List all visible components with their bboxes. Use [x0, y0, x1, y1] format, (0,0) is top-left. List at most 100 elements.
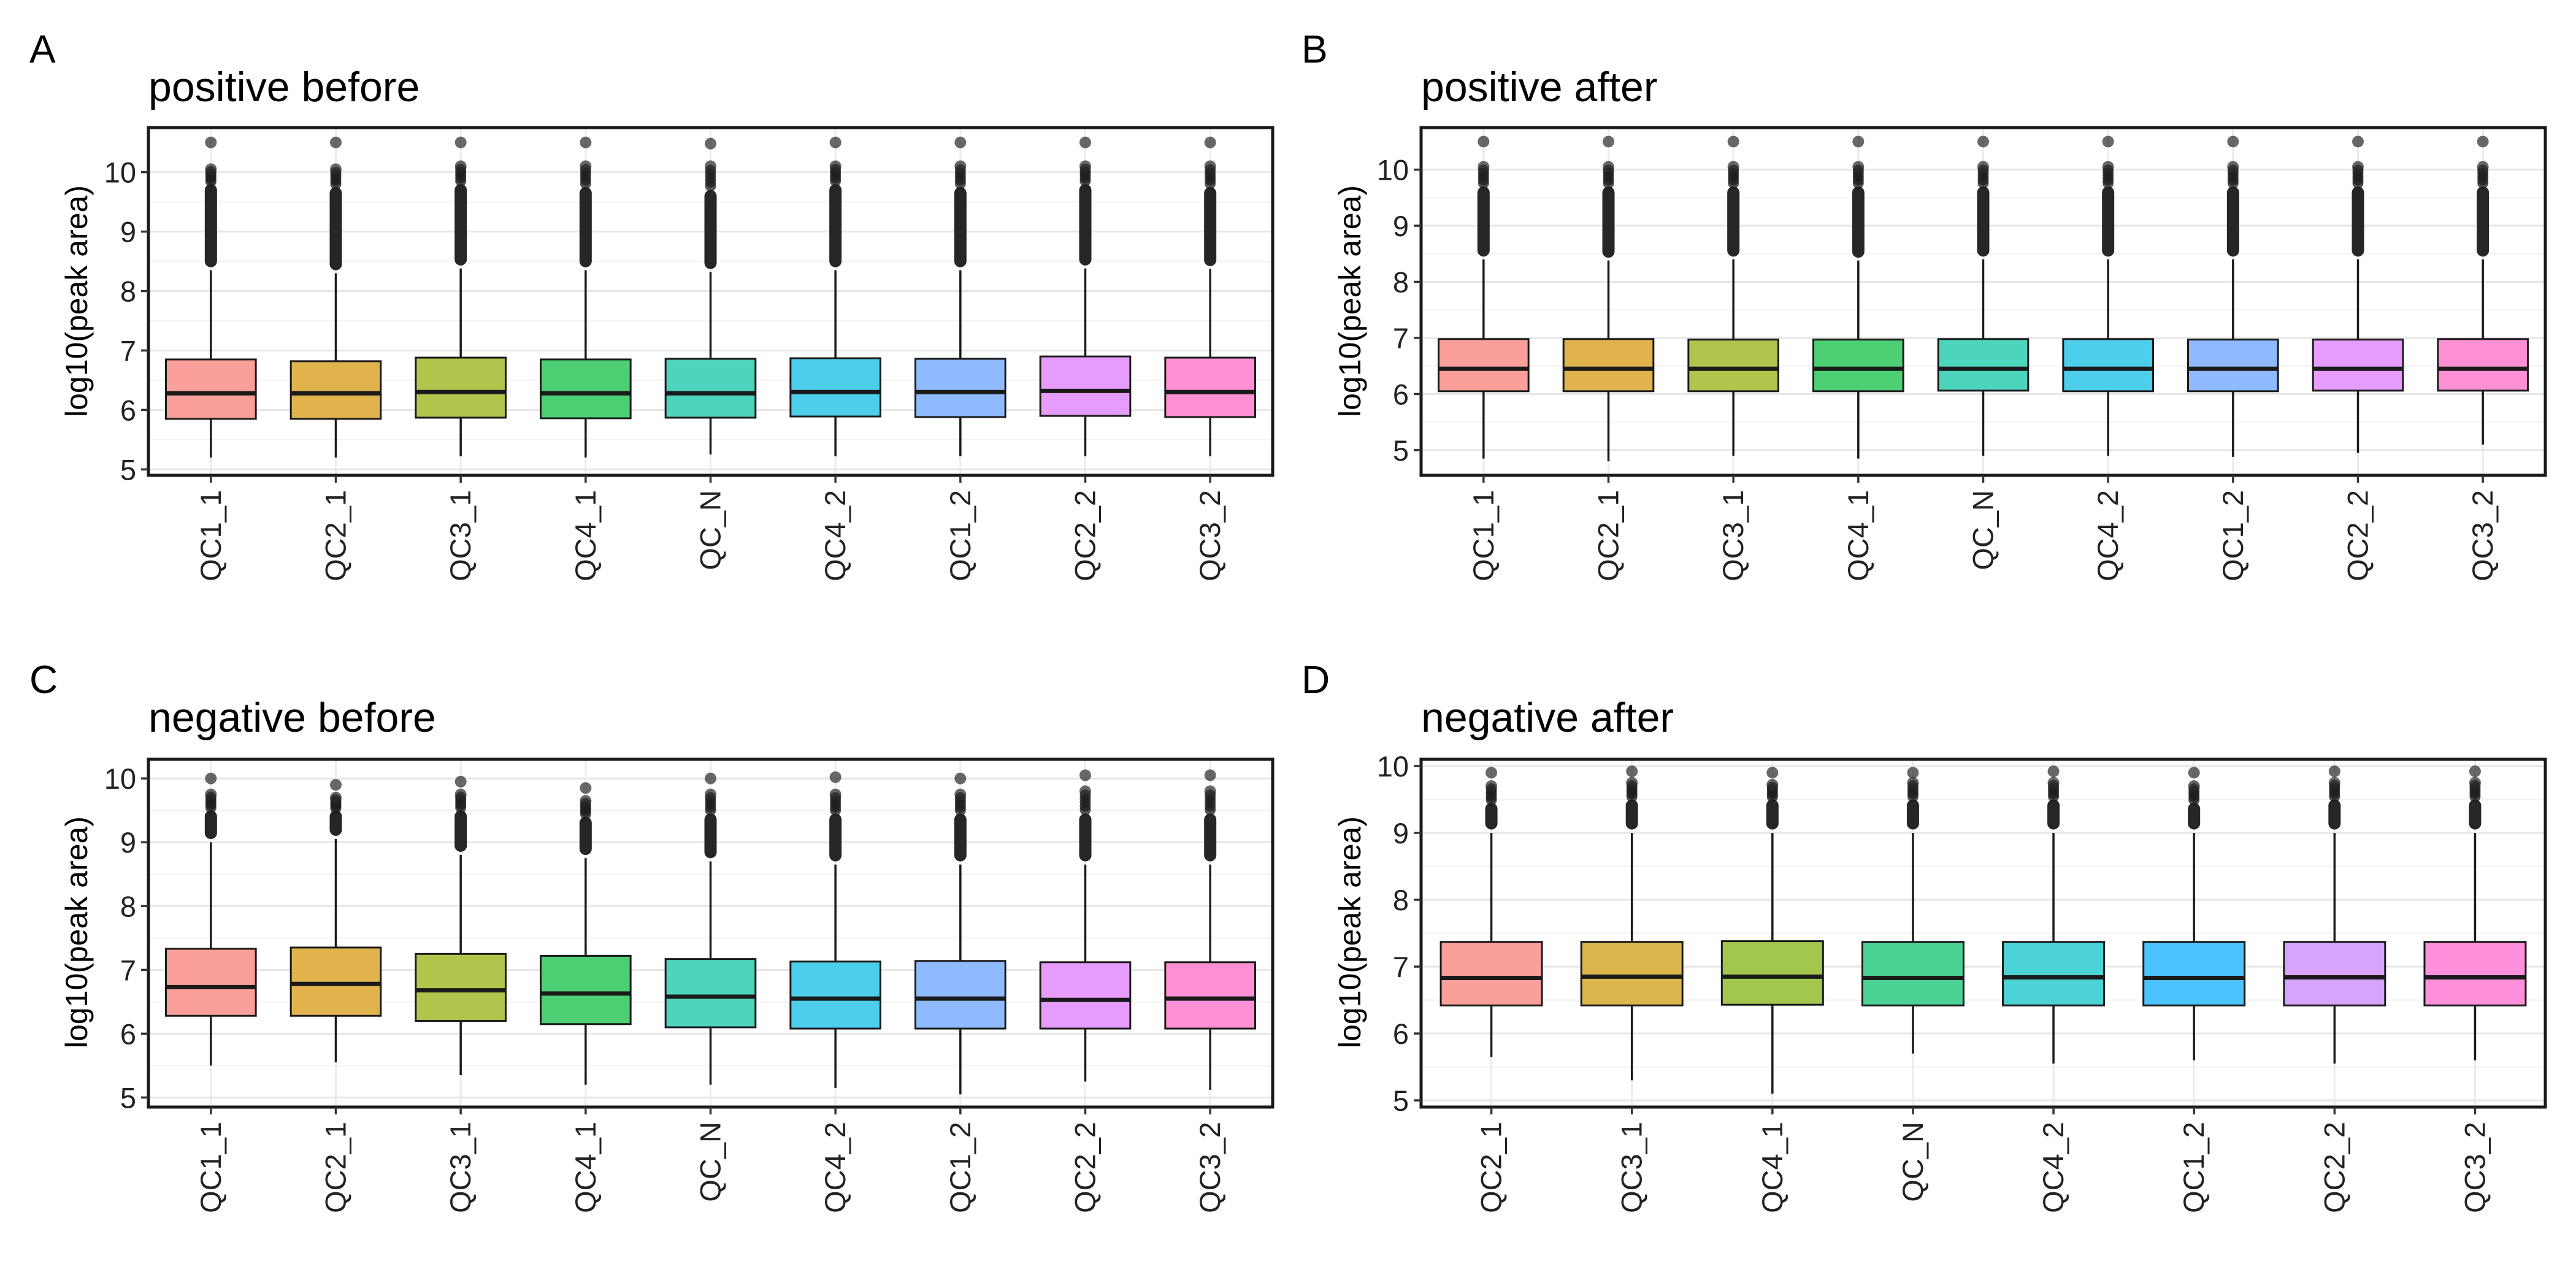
box-QC4_1 [1812, 136, 1904, 459]
outlier-band [2469, 799, 2482, 830]
x-tick-label: QC4_2 [819, 1122, 851, 1213]
outlier-band [2352, 186, 2364, 257]
box-body [1164, 961, 1256, 1030]
outlier-band [829, 184, 842, 267]
outlier-band [1485, 802, 1498, 830]
outlier-point [205, 136, 217, 148]
outlier-point [2188, 767, 2200, 779]
outlier-point [1977, 136, 1989, 148]
box-body [1562, 338, 1655, 393]
x-tick-label: QC4_1 [1842, 490, 1874, 581]
box-body [2142, 941, 2246, 1006]
box-QC_N [664, 772, 757, 1085]
box-body [2002, 941, 2106, 1006]
outlier-point [2469, 765, 2481, 778]
outlier-point [1079, 160, 1091, 172]
x-tick-label: QC4_2 [2091, 490, 2124, 581]
outlier-band [1204, 813, 1217, 862]
box-body [664, 358, 757, 419]
x-tick-label: QC2_1 [320, 490, 352, 581]
outlier-point [454, 788, 467, 800]
outlier-point [580, 136, 592, 148]
box-QC1_1 [165, 136, 257, 458]
box-QC_N [1937, 136, 2030, 456]
x-tick-label: QC_N [694, 1122, 727, 1202]
outlier-point [2352, 161, 2364, 173]
outlier-point [330, 779, 342, 791]
y-tick-label: 7 [1393, 322, 1409, 355]
y-axis-label: log10(peak area) [59, 816, 94, 1048]
box-QC4_2 [2002, 765, 2106, 1064]
y-axis-label: log10(peak area) [1333, 816, 1367, 1048]
outlier-point [705, 788, 716, 800]
box-QC_N [664, 137, 757, 455]
outlier-point [1977, 161, 1989, 173]
panel-border [1419, 757, 2547, 1109]
outlier-band [2226, 186, 2239, 257]
x-tick-label: QC4_2 [2037, 1122, 2069, 1213]
outlier-point [705, 772, 716, 784]
outlier-band [1977, 186, 1990, 257]
outlier-point [1626, 776, 1638, 789]
y-tick-label: 5 [1393, 434, 1409, 467]
x-tick-label: QC1_1 [194, 490, 227, 581]
box-QC2_2 [1039, 769, 1132, 1082]
outlier-band [954, 186, 967, 267]
x-tick-label: QC2_2 [1069, 1122, 1102, 1213]
outlier-point [1626, 765, 1638, 778]
panel-label: B [1301, 27, 1328, 71]
outlier-point [829, 771, 841, 783]
box-QC1_2 [914, 772, 1006, 1095]
box-body [2423, 941, 2527, 1006]
x-tick-label: QC1_2 [944, 490, 976, 581]
outlier-band [329, 810, 342, 836]
x-tick-label: QC4_1 [569, 1122, 602, 1213]
x-tick-label: QC4_2 [819, 490, 851, 581]
outlier-band [579, 816, 592, 856]
box-QC4_1 [540, 782, 632, 1085]
y-tick-label: 5 [1393, 1084, 1409, 1117]
outlier-point [1485, 780, 1498, 792]
box-body [415, 953, 507, 1022]
box-body [1580, 941, 1684, 1006]
outlier-point [829, 788, 841, 800]
box-QC1_1 [1438, 136, 1530, 459]
y-tick-label: 5 [120, 453, 136, 486]
outlier-point [1603, 161, 1614, 173]
box-body [914, 960, 1006, 1030]
panel-c: C negative before log10(peak area) 5 6 7 8 9… [29, 657, 1275, 1213]
chart-title: negative before [148, 694, 436, 741]
x-tick-label: QC1_2 [2217, 490, 2249, 581]
outlier-point [1079, 769, 1091, 781]
outlier-point [2469, 776, 2481, 789]
outlier-band [2477, 186, 2490, 257]
outlier-band [1477, 186, 1490, 257]
outlier-point [954, 160, 967, 172]
box-body [789, 357, 881, 418]
y-axis-label: log10(peak area) [1333, 185, 1367, 417]
y-tick-label: 7 [1393, 951, 1409, 983]
outlier-point [1204, 136, 1216, 148]
box-QC1_2 [914, 136, 1006, 456]
outlier-point [2328, 765, 2340, 778]
outlier-point [330, 791, 342, 803]
outlier-band [1852, 186, 1865, 258]
outlier-point [330, 136, 342, 148]
box-body [2187, 339, 2279, 393]
y-axis-label: log10(peak area) [59, 185, 94, 417]
y-tick-label: 10 [1377, 154, 1409, 186]
panel-b: B positive after log10(peak area) 5 6 7 8 9 1… [1301, 27, 2547, 581]
outlier-band [454, 810, 467, 852]
x-tick-label: QC2_2 [1069, 490, 1102, 581]
outlier-point [454, 775, 467, 788]
x-tick-label: QC3_2 [2458, 1122, 2491, 1213]
outlier-band [1079, 184, 1092, 266]
box-QC3_1 [1687, 136, 1779, 456]
outlier-point [580, 782, 592, 794]
box-body [540, 954, 632, 1025]
x-tick-label: QC3_2 [2466, 490, 2499, 581]
outlier-point [1907, 767, 1919, 779]
outlier-point [1079, 785, 1091, 797]
y-tick-label: 9 [1393, 817, 1409, 849]
y-tick-label: 6 [120, 394, 136, 426]
